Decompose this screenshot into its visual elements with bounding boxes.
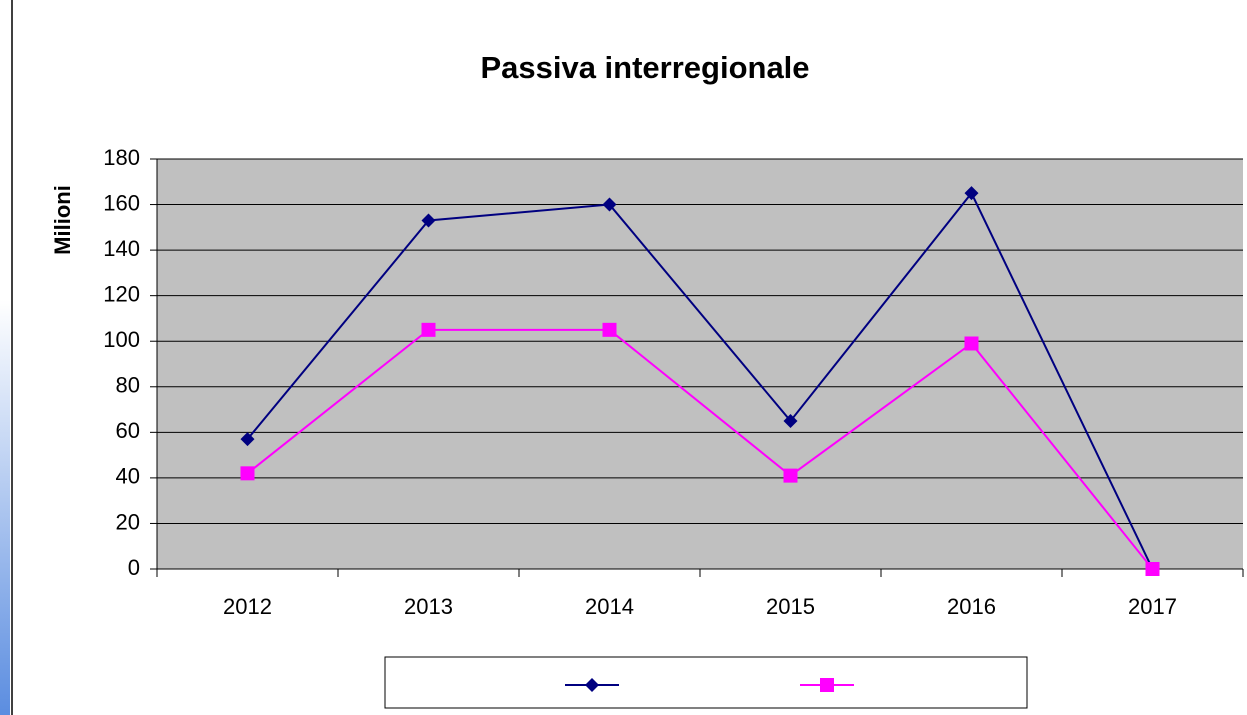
y-tick-label: 0: [128, 555, 140, 580]
data-point: [964, 186, 979, 201]
edge-decoration: [0, 300, 10, 715]
data-point: [240, 466, 255, 481]
x-tick-label: 2017: [1128, 594, 1177, 619]
x-tick-label: 2014: [585, 594, 634, 619]
y-tick-label: 180: [103, 145, 140, 170]
data-point: [421, 322, 436, 337]
data-point: [783, 413, 798, 428]
data-point: [602, 197, 617, 212]
y-tick-label: 20: [116, 509, 140, 534]
series-line: [246, 328, 1154, 570]
y-axis-label: Milioni: [50, 185, 75, 255]
data-point: [602, 322, 617, 337]
y-tick-label: 160: [103, 190, 140, 215]
data-point: [240, 432, 255, 447]
x-tick-label: 2015: [766, 594, 815, 619]
data-point: [783, 468, 798, 483]
data-point: [1145, 562, 1160, 576]
y-tick-label: 80: [116, 373, 140, 398]
series-line: [246, 191, 1154, 570]
y-tick-label: 120: [103, 281, 140, 306]
y-tick-label: 140: [103, 236, 140, 261]
y-tick-label: 60: [116, 418, 140, 443]
legend: [384, 656, 1028, 709]
y-tick-label: 100: [103, 327, 140, 352]
legend-marker: [820, 678, 834, 692]
plot-area: [157, 159, 1243, 569]
data-point: [421, 213, 436, 228]
x-tick-label: 2012: [223, 594, 272, 619]
data-point: [964, 336, 979, 351]
y-tick-label: 40: [116, 464, 140, 489]
x-tick-label: 2016: [947, 594, 996, 619]
legend-marker: [585, 678, 599, 692]
chart-title: Passiva interregionale: [480, 50, 809, 85]
x-tick-label: 2013: [404, 594, 453, 619]
